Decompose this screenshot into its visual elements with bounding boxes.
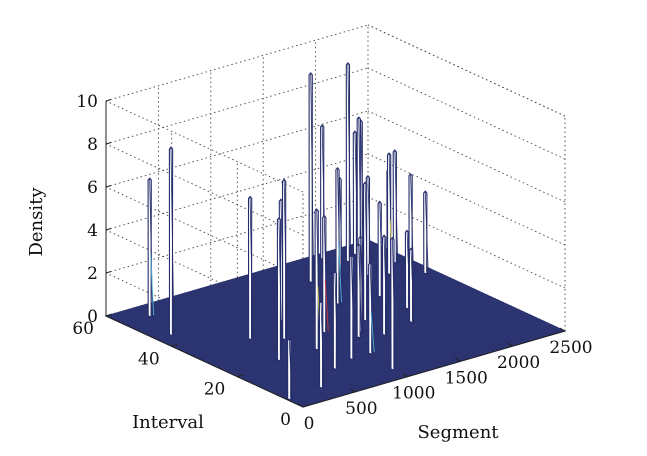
- spike-layer: [147, 62, 429, 401]
- x-tick-mark: [559, 327, 566, 332]
- density-spike-ridge: [149, 178, 154, 318]
- z-tick-label: 0: [87, 307, 98, 327]
- x-tick-mark: [454, 357, 461, 362]
- floor-mesh-line: [171, 270, 434, 347]
- x-tick-label: 1500: [445, 368, 488, 388]
- y-tick-mark: [302, 404, 310, 408]
- z-tick-label: 10: [76, 92, 98, 112]
- y-tick-label: 60: [72, 319, 94, 339]
- z-tick-mark: [105, 99, 112, 102]
- density-spike-ridge: [350, 255, 355, 360]
- density-spike-ridge: [347, 62, 352, 263]
- grid-line-left-wall-z: [105, 143, 304, 236]
- grid-line-right-z: [367, 24, 566, 117]
- z-axis-label: Density: [26, 187, 47, 257]
- density-spike-ridge: [369, 262, 374, 355]
- z-tick-mark: [105, 271, 112, 274]
- density-spike: [349, 254, 355, 361]
- density-spike: [368, 262, 374, 355]
- x-tick-label: 500: [345, 399, 377, 419]
- density-spike: [381, 234, 388, 337]
- z-tick-mark: [105, 185, 112, 188]
- grid-line-left-wall-z: [105, 186, 304, 279]
- density-spike-ridge: [360, 236, 364, 333]
- y-axis-label: Interval: [132, 412, 204, 433]
- floor-mesh-line: [270, 315, 533, 393]
- y-tick-mark: [105, 313, 113, 317]
- density-spike-highlight: [150, 254, 155, 316]
- x-tick-label: 1000: [392, 384, 435, 404]
- density-spike: [281, 178, 288, 341]
- density-spike-ridge: [358, 244, 362, 338]
- density-spike-ridge: [334, 271, 339, 370]
- x-tick-mark: [402, 373, 409, 378]
- x-tick-mark: [350, 388, 356, 393]
- z-tick-mark: [105, 228, 112, 231]
- density-spike: [322, 215, 328, 334]
- y-tick-mark: [237, 374, 244, 378]
- z-tick-mark: [105, 142, 112, 145]
- density-spike-ridge: [383, 235, 388, 336]
- y-tick-mark: [171, 343, 178, 347]
- x-tick-mark: [297, 403, 304, 408]
- density-spike-ridge: [278, 217, 283, 362]
- z-tick-label: 2: [87, 264, 98, 284]
- density-spike-highlight: [370, 313, 375, 353]
- density-spike-ridge: [392, 237, 396, 371]
- density-spike-ridge: [249, 196, 254, 340]
- density-spike-ridge: [310, 72, 315, 283]
- grid-line-back-wall-z: [105, 110, 369, 188]
- density-spike-ridge: [424, 191, 429, 275]
- density-spike-highlight: [324, 280, 329, 332]
- density-spike-ridge: [410, 248, 415, 323]
- density-spike: [308, 72, 315, 284]
- density-spike-ridge: [283, 179, 288, 340]
- density-spike-ridge: [288, 338, 293, 401]
- x-tick-label: 0: [304, 414, 315, 434]
- x-tick-label: 2000: [497, 353, 540, 373]
- grid-line-back-wall-z: [105, 67, 369, 145]
- grid-line-right-z: [367, 110, 566, 203]
- floor-mesh-line: [286, 323, 549, 400]
- floor-mesh-line: [253, 307, 516, 385]
- density-spike-highlight: [338, 242, 342, 303]
- density-spike-ridge: [320, 300, 325, 389]
- x-axis-label: Segment: [417, 422, 499, 443]
- z-tick-label: 8: [87, 135, 98, 155]
- density-spike-ridge: [323, 215, 328, 334]
- y-tick-label: 40: [138, 349, 160, 369]
- z-tick-label: 4: [87, 221, 98, 241]
- density-spike-ridge: [394, 150, 399, 264]
- grid-line-right-z: [367, 153, 566, 246]
- density-spike-ridge: [367, 175, 372, 276]
- grid-line-right-z: [367, 67, 566, 160]
- x-tick-mark: [507, 342, 513, 347]
- density-spike: [390, 237, 396, 371]
- density-spike-ridge: [170, 147, 175, 336]
- grid-line-right-z: [367, 196, 566, 289]
- x-axis-line: [302, 330, 566, 408]
- density-spike: [332, 270, 339, 371]
- y-tick-label: 20: [204, 380, 226, 400]
- grid-line-back-wall-z: [105, 24, 369, 102]
- density-spike: [247, 195, 254, 341]
- y-axis-line: [105, 315, 304, 408]
- density-spike-ridge: [339, 177, 343, 285]
- axis-layer: [105, 101, 566, 408]
- z-tick-label: 6: [87, 178, 98, 198]
- x-tick-label: 2500: [549, 338, 592, 358]
- grid-line-left-wall-z: [105, 100, 304, 193]
- density-spike: [168, 146, 175, 337]
- density-spike-ridge: [364, 182, 369, 322]
- y-tick-label: 0: [280, 410, 291, 430]
- density-spike-ridge: [337, 167, 341, 305]
